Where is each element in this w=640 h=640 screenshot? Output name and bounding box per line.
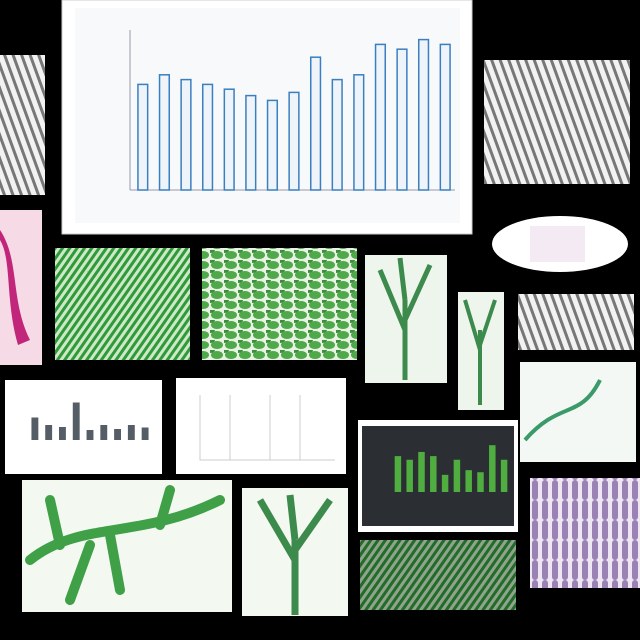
image-tile <box>463 299 497 405</box>
bar <box>45 425 53 440</box>
bar <box>72 402 80 440</box>
bar <box>406 459 413 492</box>
image-tile <box>530 478 640 588</box>
image-tile <box>55 248 190 360</box>
image-tile <box>518 294 634 350</box>
bar <box>453 459 461 492</box>
bar <box>441 474 449 492</box>
image-tile <box>520 362 636 462</box>
bar <box>158 74 171 191</box>
chart-panel <box>176 378 346 474</box>
bar <box>500 459 508 492</box>
image-tile <box>0 55 45 195</box>
bar <box>396 48 408 191</box>
bar <box>266 99 279 191</box>
bar <box>331 78 343 191</box>
bar <box>201 83 214 191</box>
image-tile <box>256 494 333 615</box>
image-tile <box>25 485 225 605</box>
chart-panel <box>5 380 162 474</box>
bar <box>141 427 149 440</box>
bar <box>86 430 94 440</box>
bar <box>489 445 496 492</box>
image-tile <box>202 248 357 360</box>
bar <box>430 456 437 492</box>
bar <box>127 425 135 440</box>
bar <box>374 43 387 191</box>
bar <box>309 56 322 191</box>
bar <box>223 88 235 191</box>
bar <box>137 83 149 191</box>
image-tile <box>377 257 433 380</box>
image-tile <box>484 60 630 184</box>
bar <box>477 472 484 492</box>
bar <box>245 94 257 191</box>
bar <box>288 91 300 191</box>
bar <box>31 417 39 440</box>
image-tile <box>0 230 30 345</box>
chart-plot-bg <box>362 426 514 526</box>
image-tile <box>523 379 602 442</box>
bar <box>353 74 365 191</box>
bar <box>465 470 472 492</box>
bar <box>114 429 121 440</box>
bar <box>439 43 451 191</box>
bar <box>394 456 402 492</box>
bar <box>100 425 108 440</box>
chart-panel <box>199 395 335 461</box>
image-tile <box>530 226 585 262</box>
bar <box>180 78 192 191</box>
bar <box>417 38 430 191</box>
image-tile <box>360 540 516 610</box>
bar <box>59 427 66 440</box>
bar <box>418 451 425 492</box>
